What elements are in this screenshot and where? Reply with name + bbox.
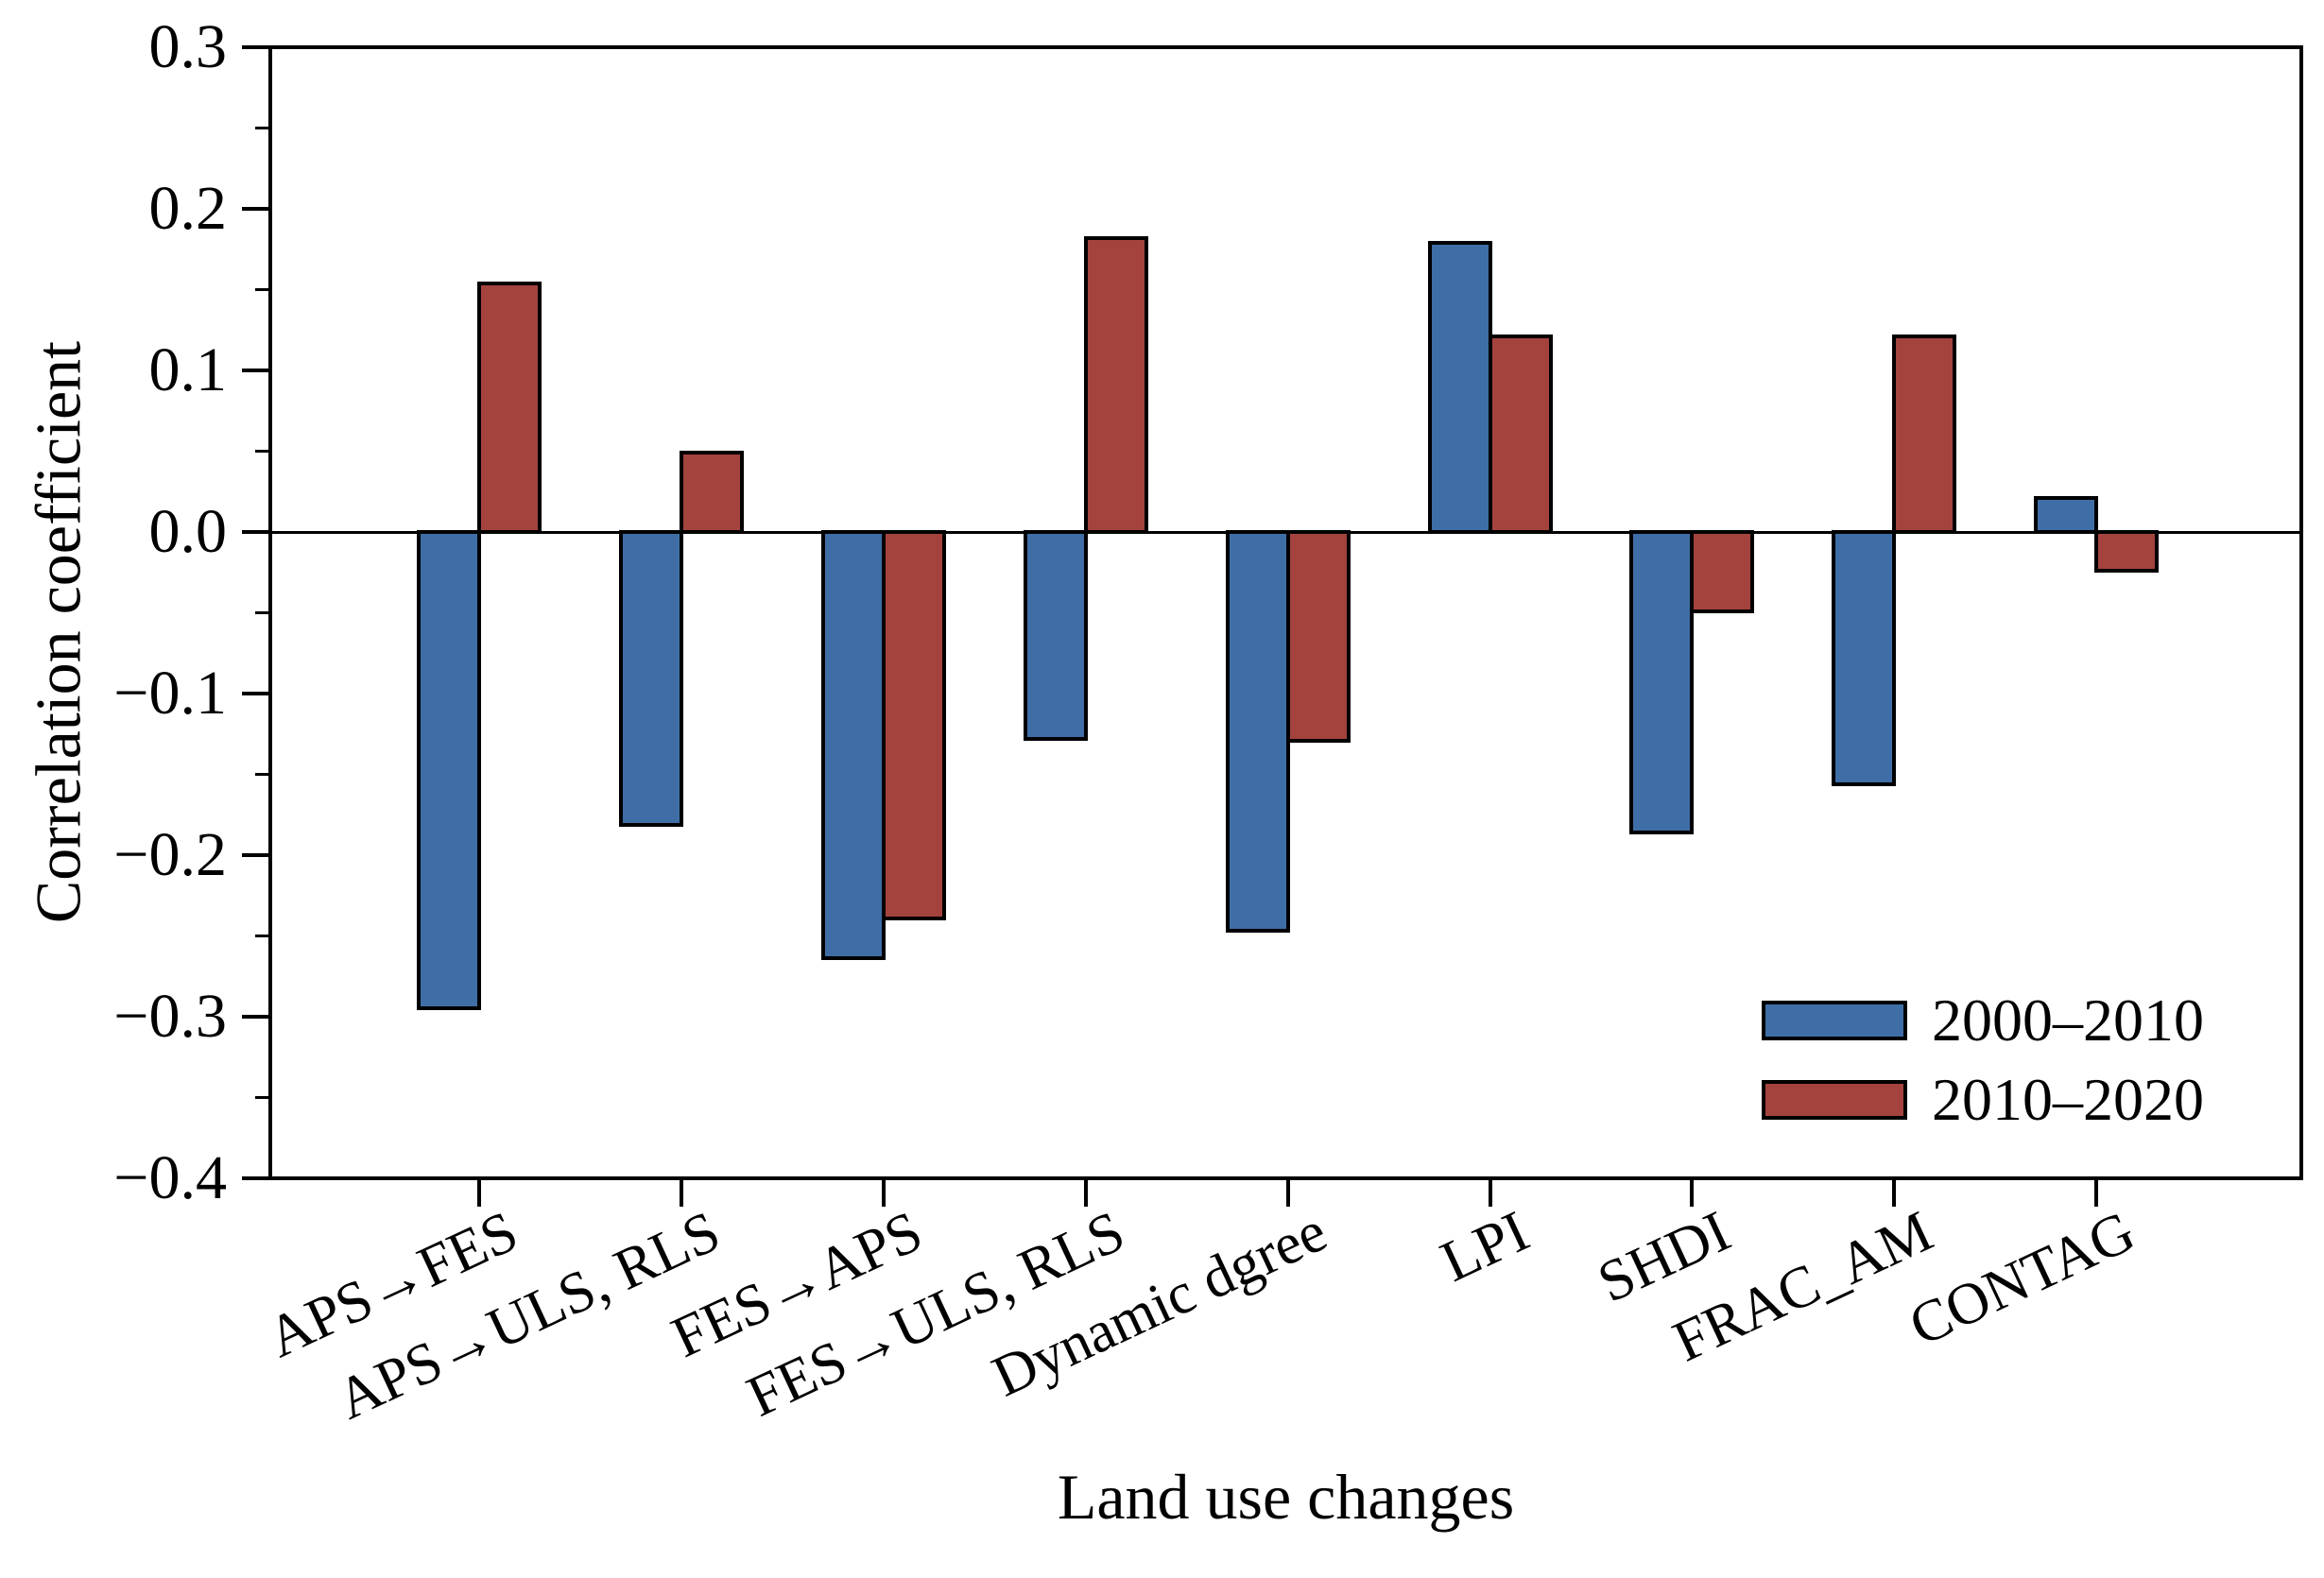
y-axis-title: Correlation coefficient — [22, 340, 95, 923]
x-tick-mark — [1488, 1180, 1492, 1207]
y-tick-mark — [242, 45, 270, 49]
plot-area — [268, 45, 2303, 1180]
legend-label: 2010–2020 — [1932, 1066, 2204, 1133]
bar-series2 — [1690, 530, 1755, 613]
bar-series1 — [1427, 240, 1492, 534]
y-tick-label: −0.3 — [113, 982, 227, 1051]
bar-series2 — [881, 530, 946, 920]
x-tick-mark — [881, 1180, 886, 1207]
y-tick-mark — [242, 692, 270, 695]
bar-series2 — [477, 281, 542, 534]
bar-series2 — [679, 451, 744, 534]
y-minor-tick-mark — [255, 288, 270, 291]
y-tick-label: 0.1 — [148, 335, 228, 404]
legend-item-series1: 2000–2010 — [1762, 990, 2204, 1051]
y-minor-tick-mark — [255, 773, 270, 776]
x-axis-title: Land use changes — [1057, 1461, 1515, 1533]
y-tick-mark — [242, 207, 270, 211]
y-tick-mark — [242, 1015, 270, 1019]
legend-swatch — [1762, 1080, 1907, 1120]
bar-series2 — [1892, 334, 1957, 534]
bar-series1 — [417, 530, 481, 1011]
zero-line — [270, 530, 2301, 534]
y-tick-label: 0.3 — [148, 12, 228, 81]
legend-item-series2: 2010–2020 — [1762, 1070, 2204, 1130]
bar-series1 — [1225, 530, 1290, 934]
bar-series2 — [1488, 334, 1553, 534]
bar-series2 — [1083, 235, 1148, 534]
x-tick-mark — [477, 1180, 481, 1207]
legend-swatch — [1762, 1001, 1907, 1040]
y-minor-tick-mark — [255, 450, 270, 453]
y-tick-mark — [242, 369, 270, 372]
y-tick-label: −0.4 — [113, 1143, 227, 1212]
x-tick-mark — [679, 1180, 683, 1207]
legend-label: 2000–2010 — [1932, 986, 2204, 1054]
bar-series2 — [2094, 530, 2160, 574]
y-minor-tick-mark — [255, 611, 270, 614]
y-minor-tick-mark — [255, 935, 270, 937]
y-tick-mark — [242, 1176, 270, 1180]
y-tick-mark — [242, 853, 270, 857]
bar-series1 — [618, 530, 683, 827]
bar-series1 — [1023, 530, 1088, 741]
x-tick-mark — [1083, 1180, 1088, 1207]
x-tick-mark — [2094, 1180, 2099, 1207]
bar-series1 — [1832, 530, 1897, 786]
x-tick-mark — [1892, 1180, 1897, 1207]
y-tick-label: −0.1 — [113, 659, 227, 728]
y-tick-mark — [242, 530, 270, 534]
y-tick-label: 0.0 — [148, 497, 228, 566]
y-tick-label: −0.2 — [113, 820, 227, 889]
x-tick-label: CONTAG — [1900, 1199, 2144, 1359]
y-minor-tick-mark — [255, 1096, 270, 1099]
x-tick-mark — [1690, 1180, 1695, 1207]
x-tick-label: Dynamic dgree — [982, 1199, 1336, 1410]
bar-series2 — [1285, 530, 1351, 743]
bar-series1 — [2034, 496, 2099, 534]
x-tick-label: LPI — [1431, 1199, 1539, 1295]
bar-series1 — [1629, 530, 1695, 835]
bar-series1 — [820, 530, 886, 961]
y-tick-label: 0.2 — [148, 174, 228, 243]
y-minor-tick-mark — [255, 127, 270, 129]
x-tick-mark — [1285, 1180, 1290, 1207]
